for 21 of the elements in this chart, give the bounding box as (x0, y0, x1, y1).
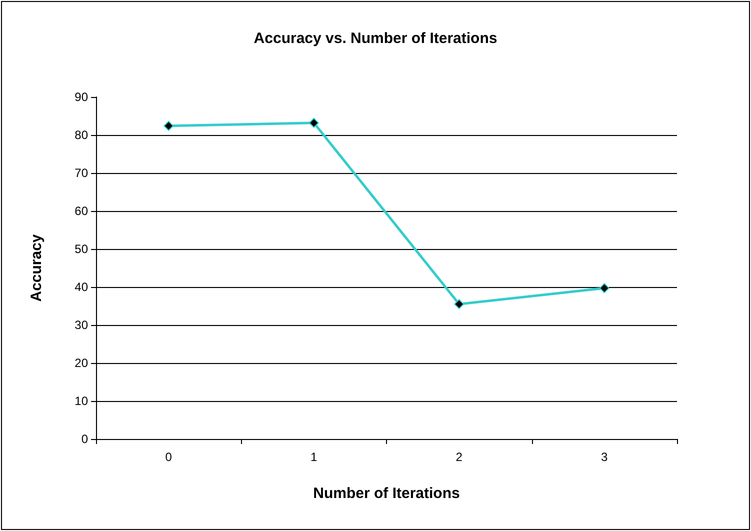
x-tick-label: 1 (310, 450, 318, 464)
point (599, 283, 610, 294)
y-tick-label: 20 (74, 356, 88, 370)
point (164, 120, 174, 131)
chart-title: Accuracy vs. Number of Iterations (254, 30, 498, 47)
y-tick-label: 0 (81, 432, 88, 446)
x-tick-label: 0 (165, 450, 172, 464)
y-tick-label: 30 (74, 318, 88, 332)
y-axis-title: Accuracy (28, 234, 45, 302)
y-tick-label: 80 (74, 128, 88, 142)
y-tick-label: 40 (74, 280, 88, 294)
y-tick-label: 70 (74, 166, 88, 180)
y-tick-label: 90 (74, 90, 88, 104)
x-tick-label: 3 (601, 450, 608, 464)
y-tick-label: 60 (74, 204, 88, 218)
y-tick-label: 10 (74, 394, 88, 408)
x-tick-label: 2 (456, 450, 463, 464)
y-tick-label: 50 (74, 242, 88, 256)
point (454, 299, 464, 310)
point (308, 118, 319, 128)
x-axis-title: Number of Iterations (313, 485, 460, 502)
